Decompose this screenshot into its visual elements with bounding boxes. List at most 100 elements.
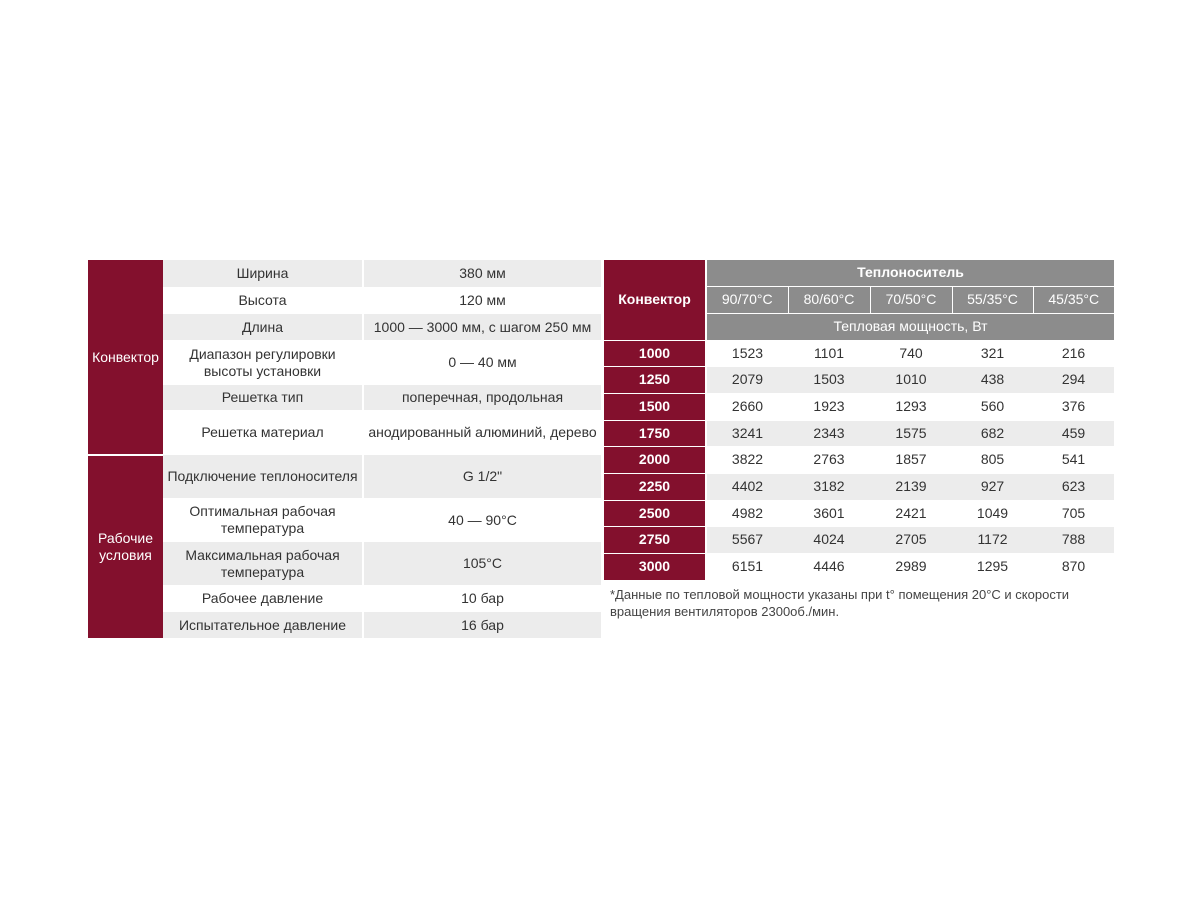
table-row: 2750 5567 4024 2705 1172 788 <box>604 526 1115 554</box>
heat-output-table: Конвектор Теплоноситель 90/70°С 80/60°С … <box>604 260 1115 581</box>
spec-row: Конвектор Ширина 380 мм <box>88 260 601 455</box>
power-value: 1857 <box>870 446 952 474</box>
power-value: 376 <box>1033 393 1115 421</box>
power-value: 870 <box>1033 553 1115 581</box>
table-row: 1500 2660 1923 1293 560 376 <box>604 393 1115 421</box>
spec-param: Решетка материал <box>163 410 364 455</box>
power-value: 1010 <box>870 366 952 394</box>
spec-value: G 1/2" <box>363 455 601 498</box>
power-value: 1172 <box>952 526 1033 554</box>
table-row: 2500 4982 3601 2421 1049 705 <box>604 500 1115 527</box>
spec-row: Длина 1000 — 3000 мм, с шагом 250 мм <box>88 314 601 340</box>
power-value: 2139 <box>870 473 952 501</box>
spec-row: Максимальная рабочая температура 105°С <box>88 542 601 585</box>
power-value: 3822 <box>706 446 788 474</box>
convector-length: 1250 <box>604 366 707 394</box>
power-value: 560 <box>952 393 1033 421</box>
power-value: 927 <box>952 473 1033 501</box>
temp-header: 55/35°С <box>951 286 1033 314</box>
spec-row: Решетка тип поперечная, продольная <box>88 385 601 410</box>
spec-value: поперечная, продольная <box>363 385 601 410</box>
temp-header: 90/70°С <box>705 286 788 314</box>
table-row: 2250 4402 3182 2139 927 623 <box>604 473 1115 501</box>
power-value: 4446 <box>788 553 870 581</box>
table-row: 3000 6151 4446 2989 1295 870 <box>604 553 1115 581</box>
power-value: 1575 <box>870 420 952 447</box>
power-header-row: Тепловая мощность, Вт <box>604 313 1115 341</box>
spec-row: Испытательное давление 16 бар <box>88 612 601 638</box>
spec-value: 1000 — 3000 мм, с шагом 250 мм <box>363 314 601 340</box>
power-value: 1295 <box>952 553 1033 581</box>
power-value: 216 <box>1033 340 1115 367</box>
spec-value: 105°С <box>363 542 601 585</box>
spec-param: Испытательное давление <box>163 612 364 638</box>
power-value: 5567 <box>706 526 788 554</box>
power-value: 682 <box>952 420 1033 447</box>
temp-header: 70/50°С <box>869 286 952 314</box>
spec-value: анодированный алюминий, дерево <box>363 410 601 455</box>
power-value: 1923 <box>788 393 870 421</box>
power-value: 1049 <box>952 500 1033 527</box>
spec-value: 16 бар <box>363 612 601 638</box>
power-value: 6151 <box>706 553 788 581</box>
spec-value: 380 мм <box>363 260 601 287</box>
temp-header: 80/60°С <box>787 286 870 314</box>
power-value: 2705 <box>870 526 952 554</box>
group-label-convector: Конвектор <box>88 260 163 455</box>
spec-param: Высота <box>163 287 364 314</box>
group-label-operating-conditions: Рабочие условия <box>88 454 163 638</box>
spec-value: 10 бар <box>363 585 601 612</box>
power-value: 2079 <box>706 366 788 394</box>
convector-length: 2750 <box>604 526 707 554</box>
spec-param: Подключение теплоносителя <box>163 455 364 498</box>
spec-param: Оптимальная рабочая температура <box>163 498 364 542</box>
power-value: 1503 <box>788 366 870 394</box>
power-value: 4024 <box>788 526 870 554</box>
spec-value: 120 мм <box>363 287 601 314</box>
power-value: 3182 <box>788 473 870 501</box>
temperature-header-row: 90/70°С 80/60°С 70/50°С 55/35°С 45/35°С <box>604 286 1115 314</box>
power-value: 541 <box>1033 446 1115 474</box>
power-value: 4402 <box>706 473 788 501</box>
power-value: 705 <box>1033 500 1115 527</box>
power-value: 2763 <box>788 446 870 474</box>
temp-header: 45/35°С <box>1032 286 1115 314</box>
table-row: 1250 2079 1503 1010 438 294 <box>604 366 1115 394</box>
power-value: 459 <box>1033 420 1115 447</box>
power-value: 2989 <box>870 553 952 581</box>
power-value: 788 <box>1033 526 1115 554</box>
power-value: 2343 <box>788 420 870 447</box>
convector-length: 1500 <box>604 393 707 421</box>
spec-param: Ширина <box>163 260 364 287</box>
footnote: *Данные по тепловой мощности указаны при… <box>610 587 1070 619</box>
spec-param: Максимальная рабочая температура <box>163 542 364 585</box>
table-row: 1000 1523 1101 740 321 216 <box>604 340 1115 367</box>
spec-value: 0 — 40 мм <box>363 340 601 385</box>
spec-row: Диапазон регулировки высоты установки 0 … <box>88 340 601 385</box>
table-row: 1750 3241 2343 1575 682 459 <box>604 420 1115 447</box>
power-value: 321 <box>952 340 1033 367</box>
convector-length: 1750 <box>604 420 707 447</box>
power-value: 3601 <box>788 500 870 527</box>
power-value: 805 <box>952 446 1033 474</box>
spec-row: Оптимальная рабочая температура 40 — 90°… <box>88 498 601 542</box>
spec-param: Рабочее давление <box>163 585 364 612</box>
power-value: 2660 <box>706 393 788 421</box>
convector-length: 3000 <box>604 553 707 581</box>
convector-length: 1000 <box>604 340 707 367</box>
spec-param: Длина <box>163 314 364 340</box>
convector-length: 2500 <box>604 500 707 527</box>
power-value: 1101 <box>788 340 870 367</box>
spec-row: Рабочие условия Подключение теплоносител… <box>88 454 601 638</box>
spec-row: Рабочее давление 10 бар <box>88 585 601 612</box>
spec-param: Диапазон регулировки высоты установки <box>163 340 364 385</box>
power-value: 740 <box>870 340 952 367</box>
power-value: 3241 <box>706 420 788 447</box>
convector-column-header: Конвектор <box>604 260 707 341</box>
coolant-header: Теплоноситель <box>705 260 1115 287</box>
header-row: Конвектор Теплоноситель <box>604 260 1115 341</box>
spec-row: Высота 120 мм <box>88 287 601 314</box>
power-value: 438 <box>952 366 1033 394</box>
power-header: Тепловая мощность, Вт <box>705 313 1115 341</box>
spec-param: Решетка тип <box>163 385 364 410</box>
